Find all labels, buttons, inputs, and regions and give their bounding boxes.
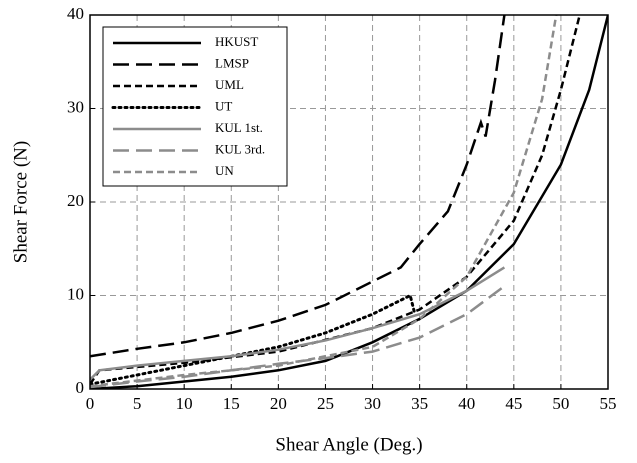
x-tick-label: 45 <box>505 394 522 413</box>
x-tick-label: 0 <box>86 394 95 413</box>
x-axis-title: Shear Angle (Deg.) <box>275 434 422 455</box>
series-line <box>90 15 506 358</box>
series-line <box>90 15 608 389</box>
series-line <box>90 15 581 385</box>
x-tick-label: 40 <box>458 394 475 413</box>
x-tick-label: 55 <box>600 394 617 413</box>
series-line <box>90 15 558 388</box>
y-tick-label: 20 <box>67 191 84 210</box>
y-tick-label: 0 <box>76 378 85 397</box>
legend-label: UT <box>215 98 232 113</box>
x-tick-label: 35 <box>411 394 428 413</box>
series-line <box>90 293 417 386</box>
y-axis-title: Shear Force (N) <box>10 141 31 263</box>
y-tick-label: 10 <box>67 284 84 303</box>
x-tick-label: 25 <box>317 394 334 413</box>
plot-frame <box>89 14 609 390</box>
x-tick-label: 5 <box>133 394 142 413</box>
legend-label: HKUST <box>215 34 258 49</box>
x-tick-label: 50 <box>552 394 569 413</box>
x-tick-label: 30 <box>364 394 381 413</box>
x-tick-label: 20 <box>270 394 287 413</box>
x-tick-label: 10 <box>176 394 193 413</box>
x-tick-label: 15 <box>223 394 240 413</box>
legend-label: UML <box>215 77 244 92</box>
legend-label: KUL 1st. <box>215 120 263 135</box>
series-line <box>90 266 506 381</box>
y-tick-label: 40 <box>67 4 84 23</box>
legend-label: UN <box>215 163 234 178</box>
legend-label: KUL 3rd. <box>215 141 265 156</box>
y-tick-label: 30 <box>67 97 84 116</box>
legend-label: LMSP <box>215 55 249 70</box>
